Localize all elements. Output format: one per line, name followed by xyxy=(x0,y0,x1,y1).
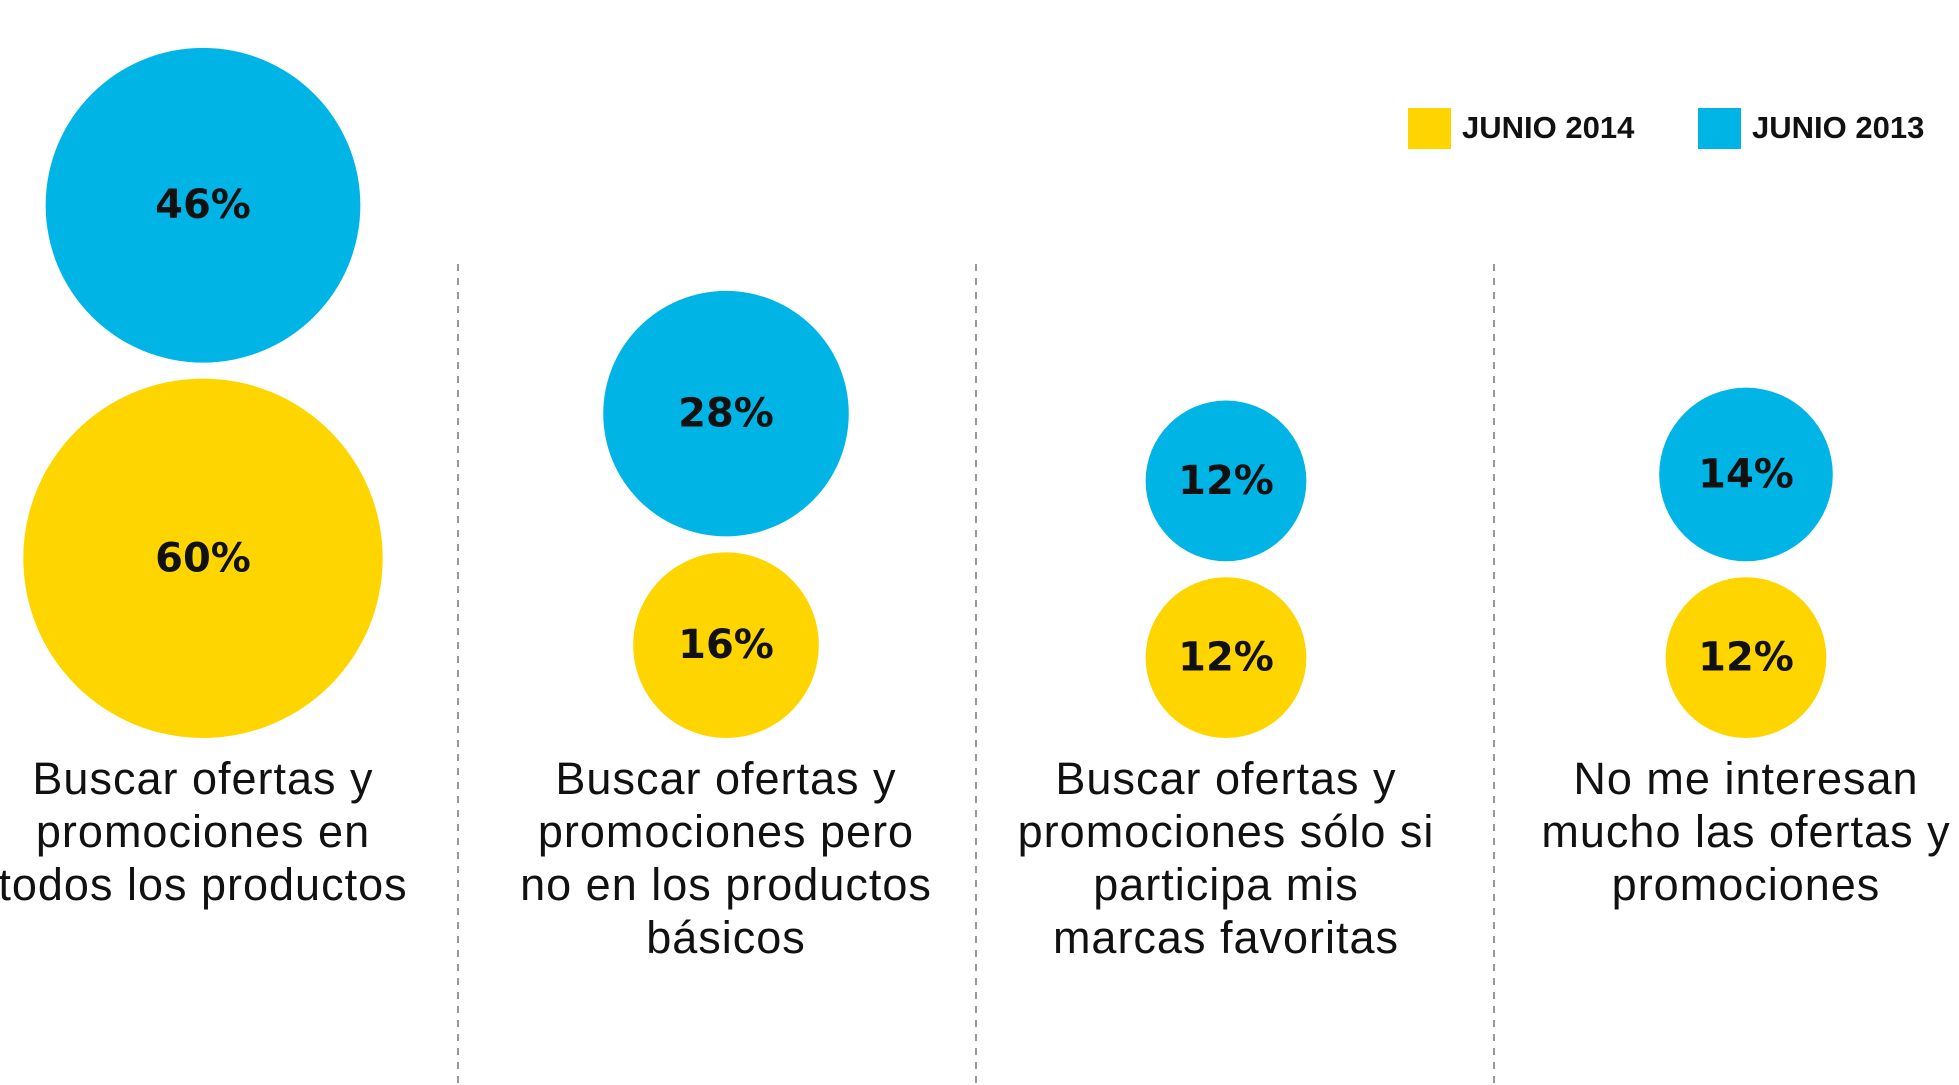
category-label: Buscar ofertas y promociones pero no en … xyxy=(520,753,932,963)
value-label: 14% xyxy=(1698,451,1794,497)
bubble xyxy=(23,378,383,738)
bubble xyxy=(1145,577,1307,738)
category-label: Buscar ofertas y promociones sólo si par… xyxy=(1017,753,1435,963)
legend-swatch xyxy=(1698,108,1741,149)
category-label: No me interesan mucho las ofertas y prom… xyxy=(1541,753,1951,910)
bubble xyxy=(603,290,849,537)
value-label: 46% xyxy=(155,182,251,228)
legend-label: JUNIO 2014 xyxy=(1462,110,1635,145)
bubble xyxy=(1665,577,1827,738)
bubble xyxy=(1145,400,1307,562)
legend-label: JUNIO 2013 xyxy=(1752,110,1925,145)
value-label: 60% xyxy=(155,535,251,581)
bubble xyxy=(633,552,819,738)
value-label: 28% xyxy=(678,391,774,437)
value-label: 12% xyxy=(1178,458,1274,504)
value-label: 12% xyxy=(1178,635,1274,681)
bubble xyxy=(45,47,361,363)
value-label: 16% xyxy=(678,622,774,668)
category-label: Buscar ofertas y promociones en todos lo… xyxy=(0,753,408,910)
value-label: 12% xyxy=(1698,635,1794,681)
legend-swatch xyxy=(1408,108,1451,149)
bubble xyxy=(1659,387,1833,562)
